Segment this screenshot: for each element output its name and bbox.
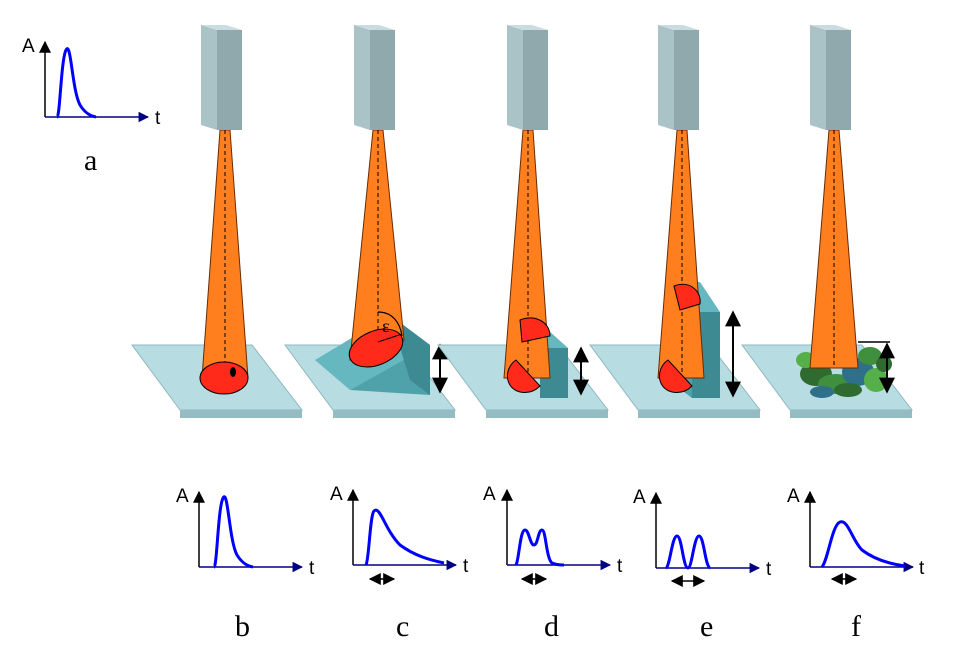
panel-d: A t d bbox=[437, 25, 623, 643]
laser-source bbox=[507, 25, 548, 130]
y-axis-label: A bbox=[483, 484, 496, 505]
x-axis-label: t bbox=[919, 558, 925, 579]
panel-label-a: a bbox=[84, 144, 97, 177]
x-axis-label: t bbox=[463, 556, 469, 577]
laser-source bbox=[201, 25, 242, 130]
ground-plate-edge bbox=[638, 410, 760, 418]
scene-f bbox=[741, 25, 914, 418]
ground-plate-edge bbox=[486, 410, 608, 418]
pulse-plot-b: A t bbox=[176, 486, 315, 579]
scene-b bbox=[131, 25, 304, 418]
laser-source bbox=[810, 25, 851, 130]
pulse-plot-d: A t bbox=[483, 484, 623, 585]
y-axis-label: A bbox=[22, 36, 35, 57]
ground-plate-edge bbox=[333, 410, 455, 418]
panel-label-b: b bbox=[235, 610, 250, 643]
y-axis-label: A bbox=[633, 487, 646, 508]
laser-source bbox=[354, 25, 395, 130]
scene-c: ε bbox=[284, 25, 457, 418]
footprint-spot-lower bbox=[659, 359, 693, 393]
pulse-plot-c: A t bbox=[330, 484, 469, 585]
pulse-plot-f: A t bbox=[787, 486, 925, 585]
y-axis-label: A bbox=[176, 486, 189, 507]
panel-b: A t b bbox=[131, 25, 315, 643]
scene-e bbox=[589, 25, 762, 418]
laser-beam bbox=[657, 129, 705, 379]
incidence-angle-arc bbox=[377, 311, 403, 337]
pulse-plot-e: A t bbox=[633, 487, 772, 587]
vegetation-canopy bbox=[796, 347, 892, 398]
footprint-center bbox=[230, 367, 236, 377]
y-axis-label: A bbox=[330, 484, 343, 505]
panel-label-f: f bbox=[851, 610, 861, 643]
waveform-curve bbox=[212, 495, 254, 569]
x-axis-label: t bbox=[766, 559, 772, 580]
panel-label-d: d bbox=[544, 610, 559, 643]
panel-c: ε A t c bbox=[284, 25, 469, 643]
footprint-spot-upper bbox=[673, 283, 701, 311]
panel-label-c: c bbox=[396, 610, 409, 643]
panel-f: A t f bbox=[741, 25, 925, 643]
waveform-curve bbox=[514, 528, 565, 567]
footprint-spot bbox=[199, 361, 249, 395]
waveform-curve bbox=[664, 534, 712, 570]
x-axis-label: t bbox=[617, 556, 623, 577]
ground-plate-edge bbox=[790, 410, 912, 418]
footprint-spot-upper bbox=[519, 317, 551, 343]
waveform-curve bbox=[55, 47, 97, 119]
waveform-curve bbox=[820, 520, 906, 568]
panel-e: A t e bbox=[589, 25, 772, 643]
laser-source bbox=[658, 25, 699, 130]
y-axis-label: A bbox=[787, 486, 800, 507]
footprint-spot-lower bbox=[507, 359, 541, 393]
pulse-plot-a: A t bbox=[22, 36, 161, 129]
x-axis-label: t bbox=[309, 558, 315, 579]
panel-a: A t a bbox=[22, 36, 161, 177]
epsilon-label: ε bbox=[382, 316, 390, 336]
x-axis-label: t bbox=[155, 108, 161, 129]
panel-label-e: e bbox=[700, 610, 713, 643]
ground-plate-edge bbox=[180, 410, 302, 418]
waveform-curve bbox=[364, 508, 445, 566]
laser-beam bbox=[349, 129, 405, 361]
scene-d bbox=[437, 25, 610, 418]
